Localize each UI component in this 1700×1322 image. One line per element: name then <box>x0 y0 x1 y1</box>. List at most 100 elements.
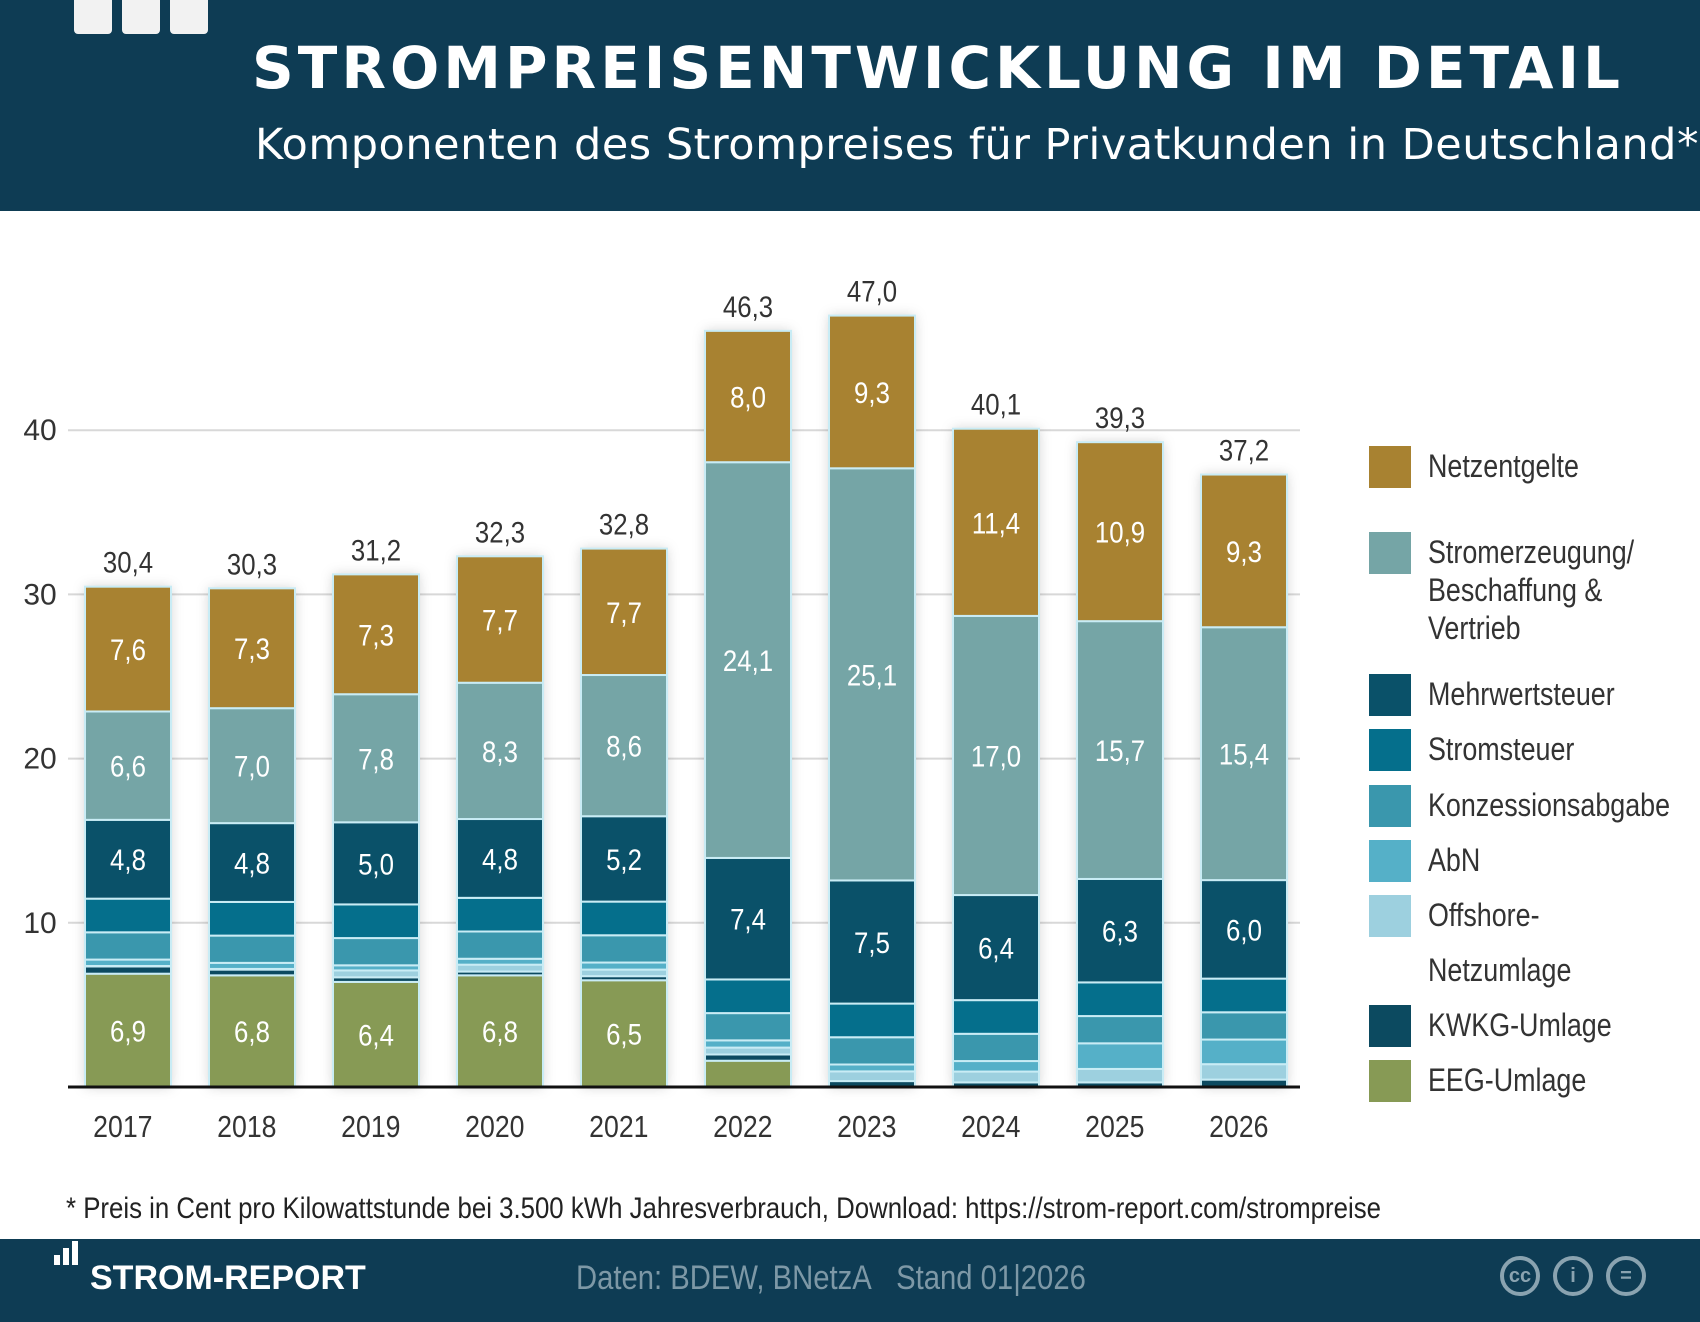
bar-segment <box>84 965 172 975</box>
y-tick-label: 10 <box>23 907 56 940</box>
data-label: 17,0 <box>971 740 1021 773</box>
bar-segment <box>1076 1015 1164 1045</box>
total-label: 31,2 <box>351 534 401 567</box>
x-tick-label: 2025 <box>1085 1110 1144 1144</box>
bar-segment <box>828 1070 916 1083</box>
chart-title: STROMPREISENTWICKLUNG IM DETAIL <box>252 34 1625 102</box>
stacked-bar-chart: 10 20 30 40 6,9 4,8 6,6 7,6 30,4 2017 6,8 4,8 7,0 7,3… <box>23 275 1670 1145</box>
bar-segment <box>456 555 544 684</box>
data-label: 7,3 <box>358 618 394 651</box>
data-label: 7,7 <box>482 604 518 637</box>
bar-segment <box>84 818 172 900</box>
legend-label: AbN <box>1428 843 1480 879</box>
x-tick-label: 2024 <box>961 1110 1020 1144</box>
bar-segment <box>332 969 420 979</box>
bar-segment <box>208 707 296 825</box>
bar-segment <box>1200 626 1288 882</box>
chart-subtitle: Komponenten des Strompreises für Privatk… <box>255 120 1699 170</box>
data-source: Daten: BDEW, BNetzA Stand 01|2026 <box>576 1259 1086 1298</box>
data-label: 4,8 <box>482 843 518 876</box>
bar-segment <box>1076 1067 1164 1084</box>
data-label: 7,8 <box>358 742 394 775</box>
data-label: 7,6 <box>110 633 146 666</box>
x-tick-label: 2019 <box>341 1110 400 1144</box>
bar-segment <box>952 1070 1040 1084</box>
stand-text: Stand 01|2026 <box>896 1259 1086 1297</box>
data-label: 8,0 <box>730 381 766 414</box>
bar-segment <box>332 821 420 906</box>
bar-segment <box>456 896 544 933</box>
bar-segment <box>952 894 1040 1002</box>
legend-label: Konzessionsabgabe <box>1428 788 1670 824</box>
bar-segment <box>84 897 172 934</box>
data-label: 6,4 <box>358 1019 394 1052</box>
bar-segment <box>704 1059 792 1089</box>
legend-swatch <box>1369 1005 1411 1047</box>
bar-segment <box>456 818 544 899</box>
bar-segment <box>828 879 916 1005</box>
legend-swatch <box>1369 674 1411 716</box>
data-label: 7,5 <box>854 926 890 959</box>
bar-segment <box>456 930 544 960</box>
total-label: 30,3 <box>227 548 277 581</box>
data-label: 15,7 <box>1095 734 1145 767</box>
source-text: Daten: BDEW, BNetzA <box>576 1259 872 1297</box>
data-label: 24,1 <box>723 644 773 677</box>
bar-segment <box>208 587 296 710</box>
footer: STROM-REPORT Daten: BDEW, BNetzA Stand 0… <box>0 1239 1700 1322</box>
bar-segment <box>1200 977 1288 1014</box>
bar-segment <box>704 978 792 1015</box>
by-icon: i <box>1553 1256 1593 1296</box>
x-tick-label: 2022 <box>713 1110 772 1144</box>
bar-segment <box>208 900 296 937</box>
bar-segment <box>952 1032 1040 1063</box>
data-label: 7,4 <box>730 903 766 936</box>
bar-segment <box>828 467 916 882</box>
bar-segment <box>704 461 792 859</box>
data-label: 7,0 <box>234 750 270 783</box>
header: STROMPREISENTWICKLUNG IM DETAIL Komponen… <box>0 0 1700 211</box>
data-label: 6,4 <box>978 932 1014 965</box>
legend-swatch <box>1369 840 1411 882</box>
bar-segment <box>1200 473 1288 629</box>
legend-label: Stromerzeugung/ <box>1428 535 1635 571</box>
bar-segment <box>208 974 296 1088</box>
data-label: 9,3 <box>1226 535 1262 568</box>
total-label: 46,3 <box>723 290 773 323</box>
x-tick-label: 2018 <box>217 1110 276 1144</box>
bar-segment <box>952 614 1040 897</box>
bar-segment <box>1076 981 1164 1018</box>
x-tick-label: 2021 <box>589 1110 648 1144</box>
bar-segment <box>828 314 916 470</box>
y-tick-label: 20 <box>23 743 56 776</box>
legend-swatch <box>1369 446 1411 488</box>
y-tick-label: 30 <box>23 578 56 611</box>
x-tick-label: 2017 <box>93 1110 152 1144</box>
bar-segment <box>332 980 420 1088</box>
data-label: 8,6 <box>606 730 642 763</box>
bar-segment <box>332 937 420 967</box>
bar-segment <box>1076 877 1164 984</box>
data-label: 6,8 <box>482 1015 518 1048</box>
bar-segment <box>828 1036 916 1066</box>
total-label: 39,3 <box>1095 401 1145 434</box>
total-label: 30,4 <box>103 546 153 579</box>
bar-segment <box>1200 879 1288 980</box>
total-label: 32,3 <box>475 515 525 548</box>
total-label: 32,8 <box>599 508 649 541</box>
legend-label: KWKG-Umlage <box>1428 1008 1612 1044</box>
data-label: 6,3 <box>1102 915 1138 948</box>
bar-segment <box>952 1060 1040 1073</box>
brand-name: STROM-REPORT <box>90 1259 366 1297</box>
cc-icon: cc <box>1500 1256 1540 1296</box>
bar-segment <box>84 585 172 713</box>
bar-segment <box>1076 620 1164 880</box>
bar-segment <box>580 900 668 937</box>
bar-segment <box>456 963 544 973</box>
data-label: 6,0 <box>1226 914 1262 947</box>
bar-segment <box>332 573 420 696</box>
bar-segment <box>704 1039 792 1049</box>
x-tick-label: 2020 <box>465 1110 524 1144</box>
legend-swatch <box>1369 785 1411 827</box>
bar-segment <box>84 710 172 821</box>
